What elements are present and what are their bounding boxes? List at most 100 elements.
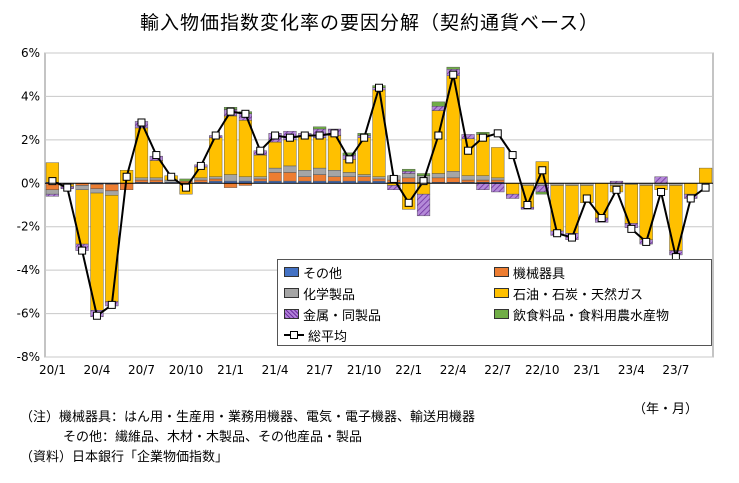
legend-item-other: その他 — [284, 262, 342, 282]
average-marker — [686, 194, 695, 203]
bar-metals — [45, 193, 60, 197]
bar-machinery — [283, 172, 297, 182]
x-unit-label: （年・月） — [633, 402, 699, 417]
bar-energy — [461, 138, 475, 176]
bar-energy — [268, 141, 282, 169]
bar-chemical — [431, 173, 445, 179]
x-tick-label: 20/7 — [128, 363, 155, 377]
bar-food — [342, 152, 356, 156]
bar-chemical — [476, 175, 490, 181]
bar-machinery — [105, 184, 119, 192]
bar-chemical — [149, 177, 163, 181]
average-marker — [92, 311, 101, 320]
legend-swatch-average — [284, 330, 304, 340]
bar-food — [446, 66, 460, 70]
bar-chemical — [238, 176, 252, 182]
bar-energy — [313, 137, 327, 169]
bar-energy — [283, 139, 297, 167]
bar-chemical — [461, 175, 475, 181]
bar-food — [313, 126, 327, 130]
x-tick-label: 21/4 — [262, 363, 289, 377]
average-marker — [627, 224, 636, 233]
bar-chemical — [90, 188, 104, 194]
legend-item-machinery: 機械器具 — [494, 262, 565, 282]
bar-energy — [223, 115, 238, 175]
bar-machinery — [431, 177, 445, 183]
average-marker — [167, 172, 176, 181]
x-tick-label: 20/4 — [83, 363, 110, 377]
bar-food — [402, 168, 416, 172]
legend-label-other: その他 — [303, 266, 343, 282]
bar-metals — [416, 193, 431, 217]
bar-chemical — [45, 189, 60, 195]
average-marker — [152, 151, 161, 160]
average-marker — [360, 133, 369, 142]
x-tick-label: 22/4 — [440, 363, 467, 377]
average-marker — [271, 131, 280, 140]
chart-svg: -8% -6% -4% -2% 0% 2% 4% 6% 20/1 20/4 20/7 20/10 21/… — [17, 46, 714, 377]
bar-chemical — [253, 176, 267, 180]
average-marker — [464, 146, 473, 155]
chart-title: 輸入物価指数変化率の要因分解（契約通貨ベース） — [139, 12, 600, 34]
bar-chemical — [134, 177, 149, 181]
x-tick-label: 21/1 — [217, 363, 244, 377]
average-marker — [300, 131, 309, 140]
average-marker — [538, 166, 547, 175]
average-marker — [612, 185, 621, 194]
legend-swatch-machinery — [494, 267, 509, 277]
bar-chemical — [298, 170, 312, 177]
bar-chemical — [283, 165, 297, 173]
average-marker — [478, 133, 487, 142]
note-source: （資料）日本銀行「企業物価指数」 — [20, 450, 229, 465]
bar-chemical — [75, 185, 89, 190]
average-marker — [523, 201, 532, 209]
average-marker — [330, 129, 339, 138]
bar-machinery — [342, 176, 356, 182]
average-marker — [122, 172, 131, 181]
average-marker — [375, 83, 383, 92]
y-tick-label: -6% — [17, 307, 40, 321]
average-marker — [567, 233, 576, 242]
y-tick-label: 2% — [21, 133, 40, 147]
x-tick-label: 23/1 — [573, 363, 600, 377]
bar-metals — [476, 183, 490, 191]
average-marker — [597, 214, 606, 223]
average-marker — [642, 237, 651, 246]
bar-machinery — [327, 176, 342, 182]
average-marker — [196, 161, 205, 170]
legend-item-chemical: 化学製品 — [284, 283, 355, 303]
bar-chemical — [357, 174, 371, 177]
bar-chemical — [268, 167, 282, 173]
bar-chemical — [209, 176, 223, 180]
line-layer — [48, 70, 710, 320]
bar-chemical — [105, 190, 119, 196]
legend-item-food: 飲食料品・食料用農水産物 — [494, 304, 669, 324]
average-marker — [137, 118, 146, 127]
axes-layer: -8% -6% -4% -2% 0% 2% 4% 6% 20/1 20/4 20/7 20/10 21/… — [17, 46, 713, 377]
bar-energy — [684, 183, 698, 195]
average-marker — [389, 174, 398, 183]
bar-metals — [431, 105, 445, 111]
average-marker — [419, 177, 428, 186]
bar-energy — [491, 147, 505, 179]
average-marker — [226, 107, 235, 116]
bar-machinery — [268, 172, 282, 182]
x-tick-label: 22/10 — [525, 363, 560, 377]
legend-label-energy: 石油・石炭・天然ガス — [513, 287, 644, 303]
legend-swatch-chemical — [284, 288, 299, 298]
x-tick-label: 22/7 — [484, 363, 511, 377]
bar-metals — [461, 134, 475, 139]
legend-swatch-food — [494, 309, 509, 319]
average-marker — [48, 177, 57, 186]
bar-machinery — [134, 179, 149, 183]
average-marker — [493, 129, 502, 138]
x-tick-label: 21/10 — [347, 363, 382, 377]
bar-energy — [253, 154, 267, 177]
legend-item-energy: 石油・石炭・天然ガス — [494, 283, 643, 303]
legend-label-average: 総平均 — [308, 329, 348, 345]
bar-machinery — [149, 179, 163, 183]
bar-energy — [238, 120, 252, 177]
bar-machinery — [90, 184, 104, 189]
legend-label-machinery: 機械器具 — [513, 266, 566, 282]
bar-machinery — [298, 176, 312, 182]
